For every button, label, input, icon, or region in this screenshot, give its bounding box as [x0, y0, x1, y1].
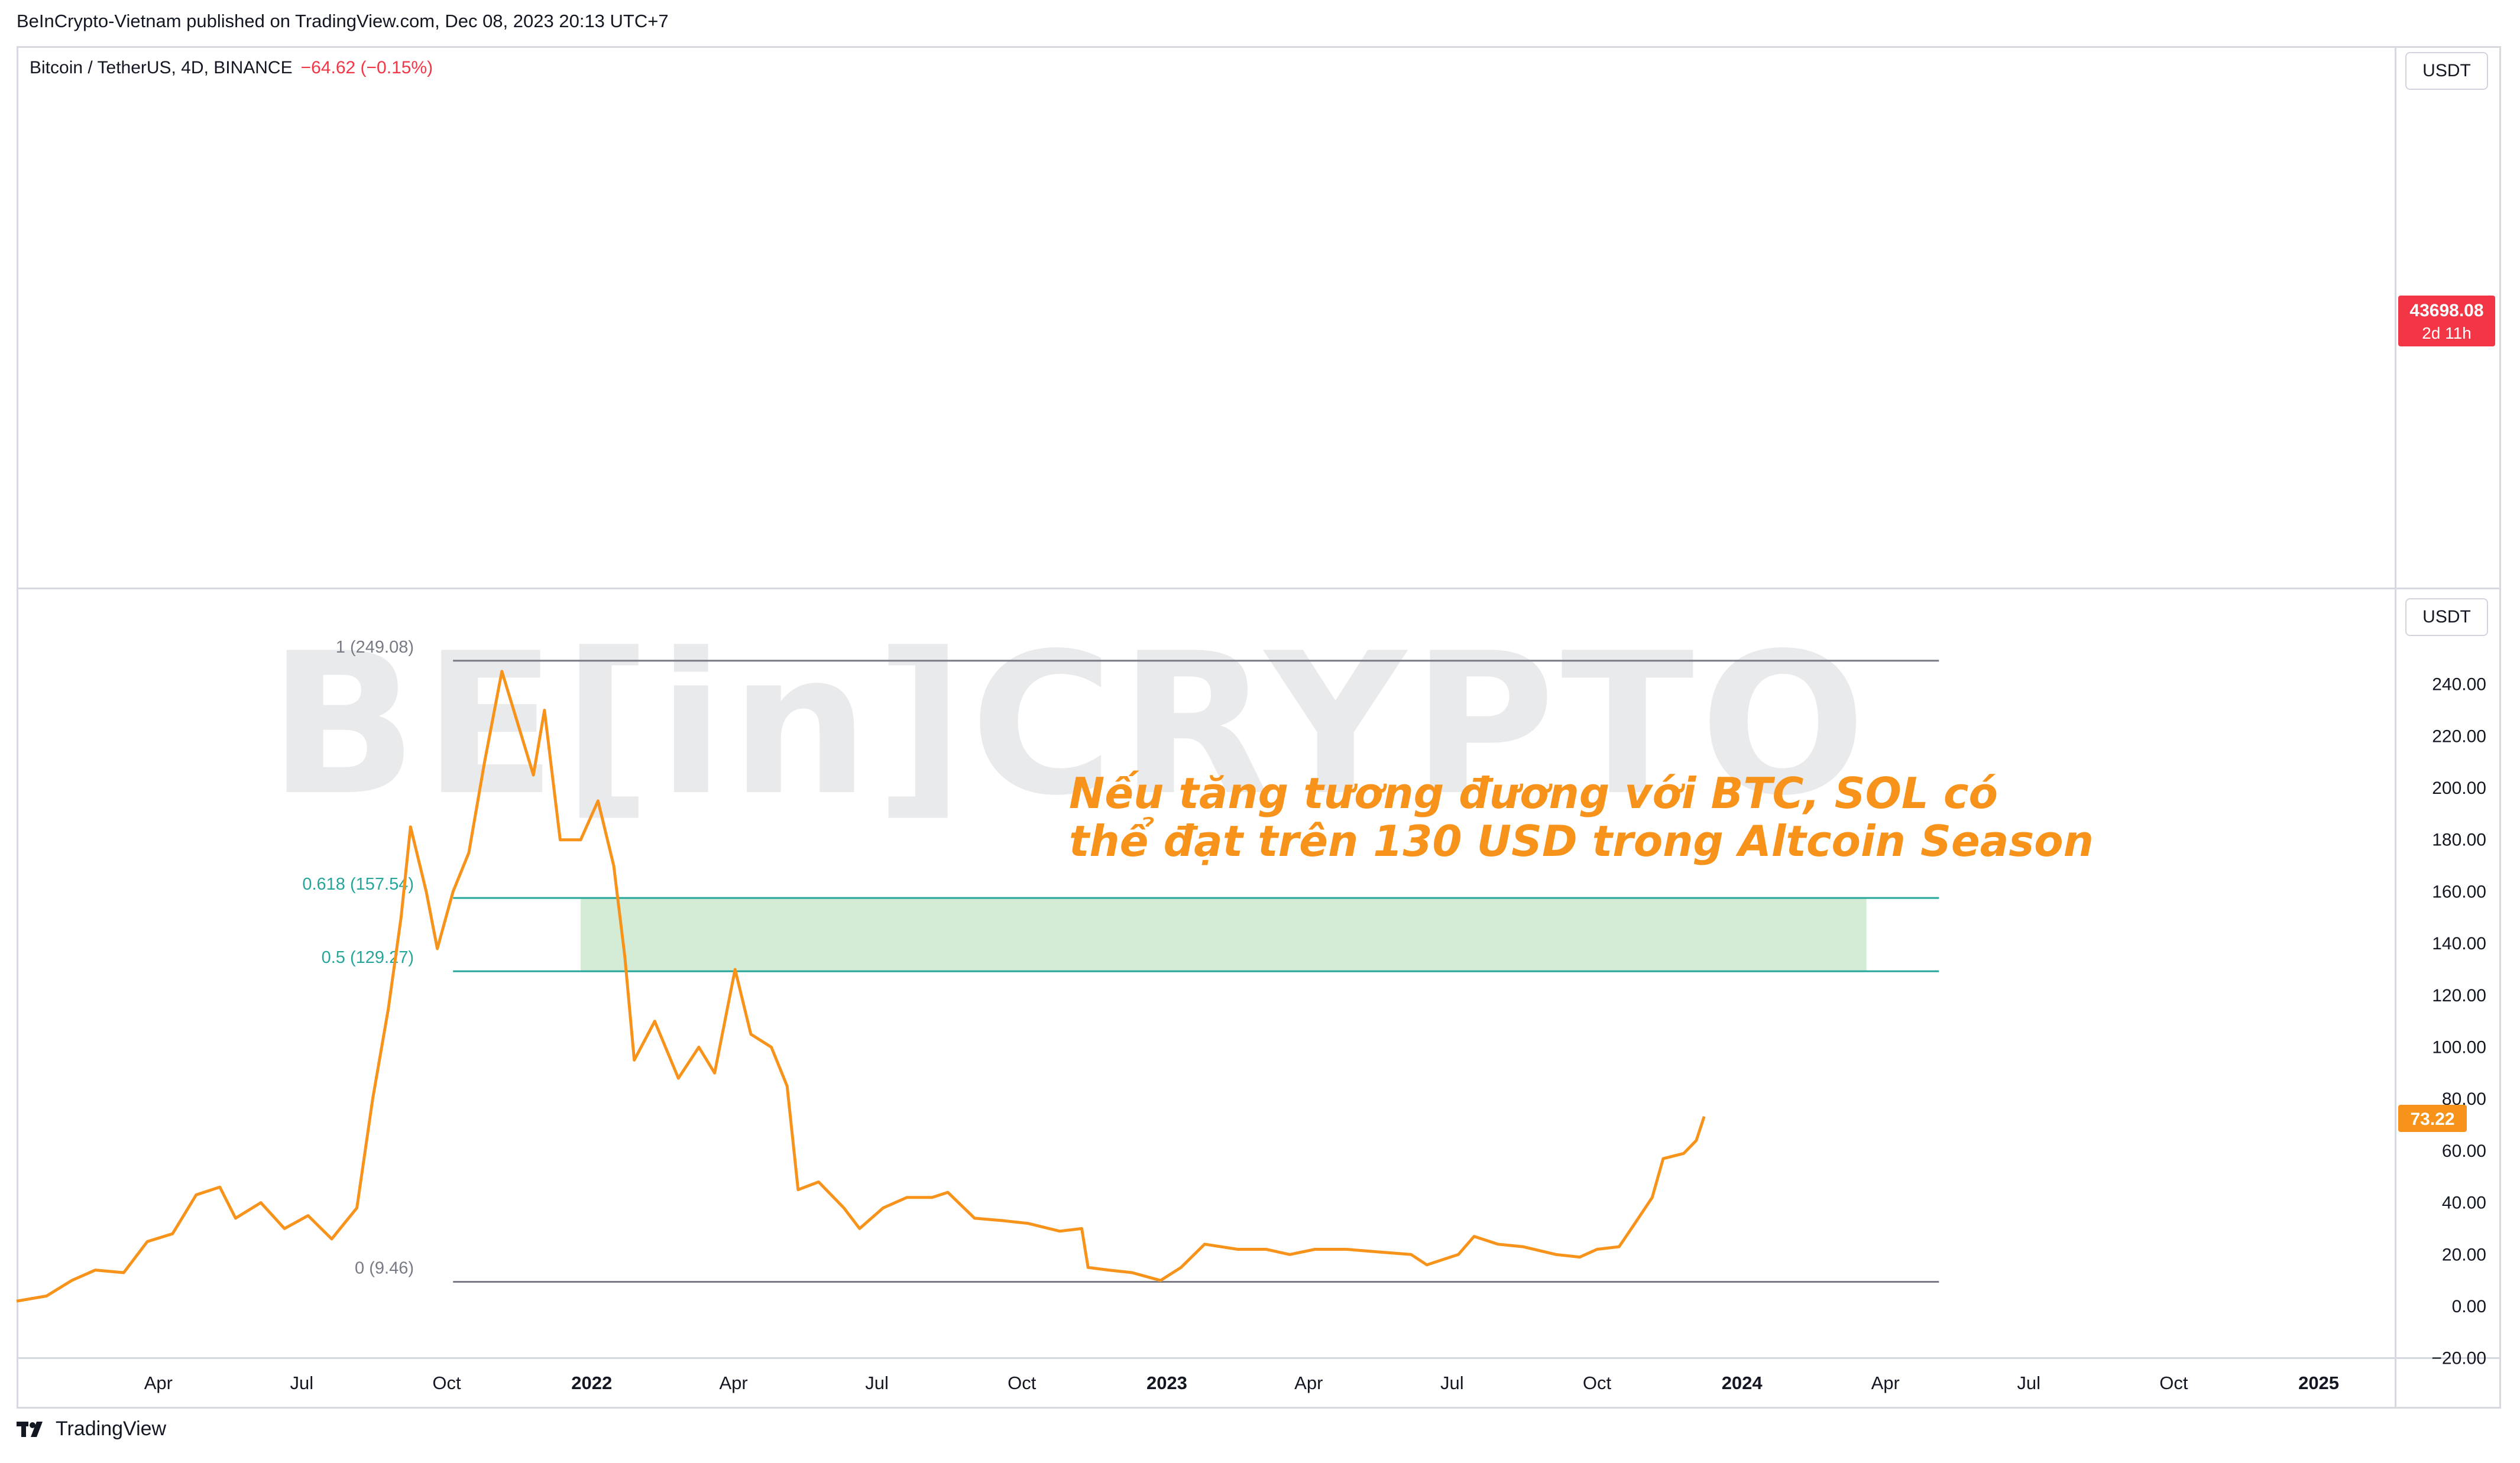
sol-last-price: 73.22 — [2410, 1110, 2454, 1129]
sol-y-tick: 100.00 — [2432, 1038, 2486, 1057]
sol-series-line — [16, 670, 1706, 1303]
sol-y-tick: 20.00 — [2442, 1245, 2486, 1264]
time-tick: Oct — [432, 1373, 461, 1393]
time-tick: Jul — [1440, 1373, 1464, 1393]
time-tick: Apr — [719, 1373, 747, 1393]
time-tick: Apr — [1294, 1373, 1323, 1393]
time-tick: 2025 — [2298, 1373, 2339, 1393]
sol-price-line — [16, 670, 1706, 1303]
time-tick: Apr — [144, 1373, 173, 1393]
tradingview-logo-icon — [17, 1421, 43, 1437]
bottom-unit-button[interactable]: USDT — [2405, 598, 2488, 636]
sol-y-tick: 160.00 — [2432, 882, 2486, 901]
price-axis-labels: 60000.0050000.0040000.0030000.0020000.00… — [2431, 675, 2486, 1368]
footer-brand-label: TradingView — [56, 1417, 167, 1440]
sol-fib-label: 0 (9.46) — [355, 1259, 414, 1278]
sol-y-tick: 180.00 — [2432, 831, 2486, 850]
sol-fib-zone-layer — [581, 898, 1867, 972]
chart-frame — [17, 46, 2501, 1409]
time-tick: 2022 — [571, 1373, 612, 1393]
annotation-line-2: thể đạt trên 130 USD trong Altcoin Seaso… — [1069, 816, 2094, 866]
symbol-title: Bitcoin / TetherUS, 4D, BINANCE — [30, 58, 293, 77]
sol-y-tick: 140.00 — [2432, 934, 2486, 953]
sol-y-tick: 40.00 — [2442, 1193, 2486, 1213]
sol-fib-label: 1 (249.08) — [336, 638, 414, 657]
btc-last-price: 43698.08 — [2409, 301, 2483, 320]
pane-divider[interactable] — [17, 588, 2501, 589]
last-price-tags: 43698.08 2d 11h 73.22 — [2398, 296, 2495, 1132]
sol-y-tick: 60.00 — [2442, 1141, 2486, 1161]
sol-fib-label: 0.618 (157.54) — [302, 875, 414, 894]
sol-last-price-tag — [2398, 1105, 2467, 1132]
sol-y-tick: 200.00 — [2432, 778, 2486, 798]
time-tick: Jul — [290, 1373, 314, 1393]
sol-fib-lines: 1 (249.08) 0.618 (157.54) 0.5 (129.27) 0 (9… — [302, 638, 1939, 1283]
sol-y-tick: 240.00 — [2432, 675, 2486, 695]
sol-y-tick: −20.00 — [2431, 1349, 2486, 1368]
sol-y-tick: 220.00 — [2432, 726, 2486, 746]
sol-fib-zone — [581, 898, 1867, 972]
sol-fib-label: 0.5 (129.27) — [322, 948, 414, 967]
btc-last-price-tag — [2398, 296, 2495, 346]
time-axis-separator — [17, 1357, 2501, 1359]
time-tick: Oct — [2159, 1373, 2188, 1393]
sol-y-tick: 120.00 — [2432, 986, 2486, 1005]
time-axis-labels: Apr Jul Oct 2022 Apr Jul Oct 2023 Apr Jul Oct 2024 A… — [144, 1373, 2339, 1393]
time-tick: Oct — [1583, 1373, 1612, 1393]
sol-y-tick: 0.00 — [2452, 1297, 2486, 1316]
publisher-line: BeInCrypto-Vietnam published on TradingV… — [17, 11, 669, 31]
time-tick: Jul — [2017, 1373, 2040, 1393]
time-tick: Apr — [1871, 1373, 1900, 1393]
btc-countdown: 2d 11h — [2422, 324, 2472, 342]
time-tick: Oct — [1008, 1373, 1036, 1393]
top-unit-button[interactable]: USDT — [2405, 52, 2488, 90]
time-tick: Jul — [865, 1373, 889, 1393]
footer-brand[interactable]: TradingView — [17, 1417, 166, 1441]
price-change: −64.62 (−0.15%) — [300, 58, 433, 77]
watermark-logo: BE[in]CRYPTO — [268, 611, 1871, 838]
time-tick: 2023 — [1146, 1373, 1187, 1393]
time-tick: 2024 — [1722, 1373, 1763, 1393]
annotation-line-1: Nếu tăng tương đương với BTC, SOL có — [1069, 768, 1998, 818]
symbol-legend[interactable]: Bitcoin / TetherUS, 4D, BINANCE −64.62 (−… — [30, 58, 433, 78]
price-axis-separator — [2395, 46, 2396, 1409]
